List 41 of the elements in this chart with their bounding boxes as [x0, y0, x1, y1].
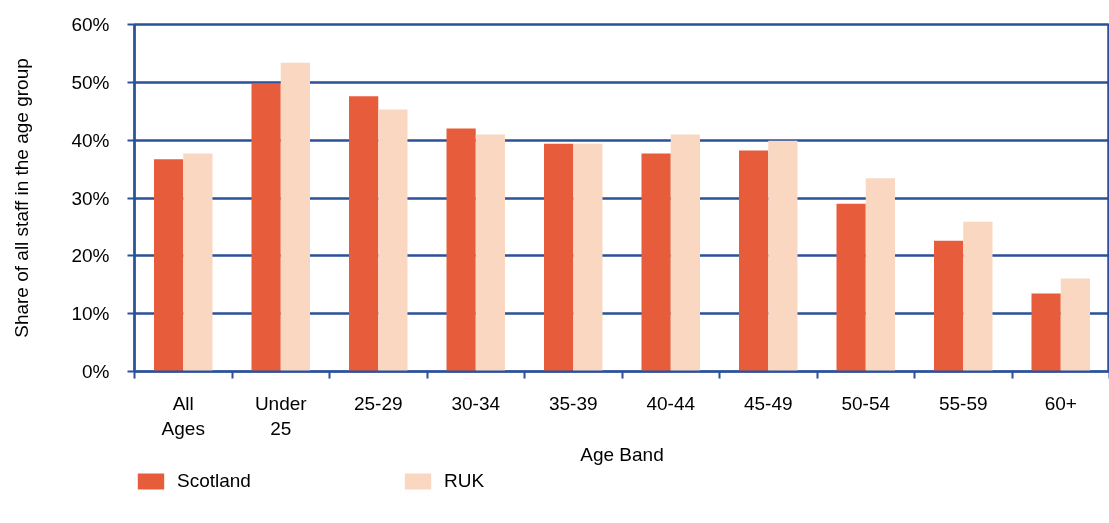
legend-label: Scotland: [177, 470, 251, 492]
bar: [768, 140, 798, 372]
x-tick-label: 55-59: [938, 392, 988, 414]
x-tick-label: Under 25: [254, 392, 308, 439]
x-tick-label: 30-34: [451, 392, 501, 414]
x-tick-label: All Ages: [161, 392, 205, 439]
y-axis-title: Share of all staff in the age group: [11, 58, 33, 338]
bar: [378, 109, 408, 372]
bar: [280, 62, 310, 372]
bar: [670, 134, 700, 372]
y-tick-label: 50%: [71, 71, 110, 93]
bar: [251, 84, 281, 372]
bar: [1060, 278, 1090, 372]
bar: [544, 143, 574, 372]
y-tick-label: 30%: [71, 187, 110, 209]
bar: [836, 203, 866, 372]
legend-label: RUK: [443, 470, 485, 492]
bar: [739, 150, 769, 372]
x-axis-title: Age Band: [580, 443, 664, 465]
y-tick-label: 60%: [71, 14, 110, 35]
bar: [641, 153, 671, 372]
bar: [1031, 293, 1061, 372]
y-tick-label: 20%: [71, 245, 110, 267]
x-tick-label: 25-29: [353, 392, 403, 414]
bar: [154, 159, 184, 372]
y-tick-label: 10%: [71, 303, 110, 325]
bar: [865, 178, 895, 372]
bar: [446, 128, 476, 372]
bar: [934, 240, 964, 372]
x-tick-label: 40-44: [646, 392, 696, 414]
bar: [963, 221, 993, 372]
x-tick-label: 35-39: [548, 392, 598, 414]
bar: [349, 96, 379, 372]
x-tick-label: 45-49: [743, 392, 793, 414]
x-tick-label: 50-54: [841, 392, 891, 414]
x-tick-label: 60+: [1044, 392, 1077, 414]
bar: [183, 153, 213, 372]
bar: [475, 134, 505, 372]
bar: [573, 143, 603, 372]
y-tick-label: 0%: [82, 361, 110, 382]
y-tick-label: 40%: [71, 129, 110, 151]
